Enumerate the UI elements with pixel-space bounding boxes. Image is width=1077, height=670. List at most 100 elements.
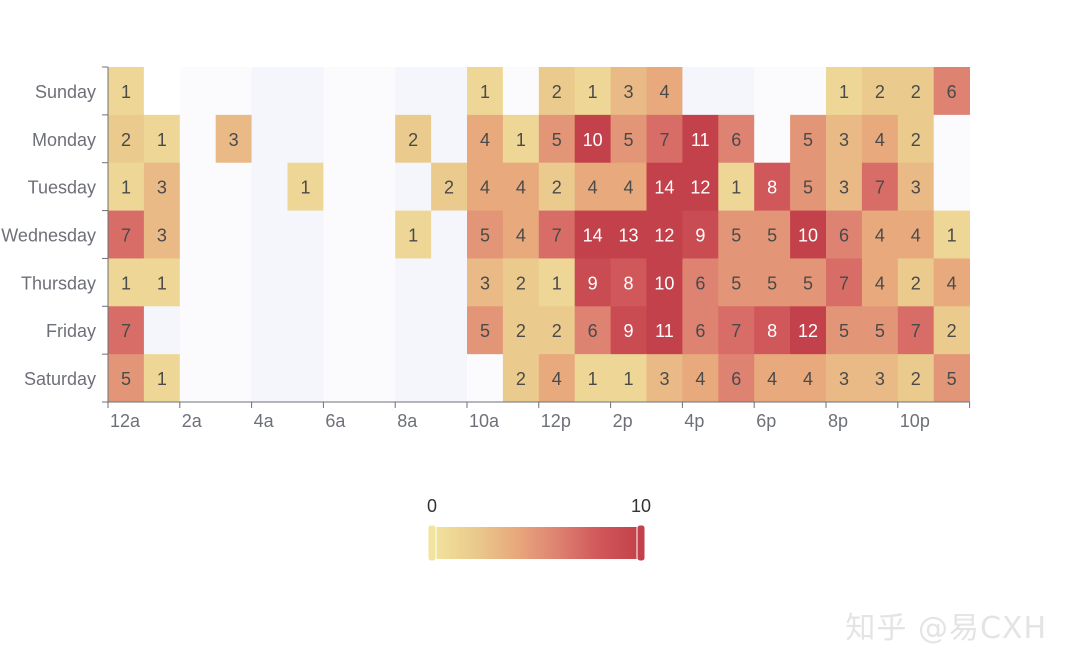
heatmap-cell[interactable] [287, 67, 324, 116]
heatmap-cell[interactable] [682, 258, 719, 307]
heatmap-cell[interactable] [790, 354, 827, 403]
heatmap-cell[interactable] [790, 114, 827, 164]
heatmap-cell[interactable] [897, 210, 935, 259]
heatmap-cell[interactable] [754, 162, 791, 211]
heatmap-cell[interactable] [826, 210, 863, 259]
heatmap-cell[interactable] [323, 258, 360, 307]
heatmap-cell[interactable] [682, 210, 719, 259]
heatmap-cell[interactable] [574, 162, 611, 211]
heatmap-cell[interactable] [718, 67, 755, 116]
heatmap-cell[interactable] [538, 67, 576, 116]
heatmap-cell[interactable] [574, 210, 611, 259]
heatmap-cell[interactable] [395, 258, 432, 307]
heatmap-cell[interactable] [323, 67, 360, 116]
heatmap-cell[interactable] [933, 162, 970, 211]
heatmap-cell[interactable] [610, 67, 647, 116]
heatmap-cell[interactable] [395, 306, 432, 355]
heatmap-cell[interactable] [502, 354, 540, 403]
visual-map-min-handle[interactable] [427, 524, 437, 562]
heatmap-cell[interactable] [718, 306, 755, 355]
heatmap-cell[interactable] [359, 114, 396, 164]
heatmap-cell[interactable] [108, 306, 145, 355]
heatmap-cell[interactable] [395, 67, 432, 116]
heatmap-cell[interactable] [502, 114, 540, 164]
heatmap-cell[interactable] [538, 258, 576, 307]
heatmap-cell[interactable] [179, 306, 217, 355]
heatmap-cell[interactable] [359, 210, 396, 259]
heatmap-cell[interactable] [323, 354, 360, 403]
heatmap-cell[interactable] [610, 210, 647, 259]
heatmap-cell[interactable] [108, 210, 145, 259]
heatmap-cell[interactable] [108, 67, 145, 116]
heatmap-cell[interactable] [610, 306, 647, 355]
heatmap-cell[interactable] [143, 306, 181, 355]
heatmap-cell[interactable] [646, 67, 683, 116]
heatmap-cell[interactable] [610, 258, 647, 307]
heatmap-cell[interactable] [502, 258, 540, 307]
heatmap-cell[interactable] [215, 306, 252, 355]
heatmap-cell[interactable] [826, 306, 863, 355]
heatmap-cell[interactable] [251, 210, 288, 259]
heatmap-cell[interactable] [467, 354, 504, 403]
heatmap-cell[interactable] [682, 306, 719, 355]
heatmap-cell[interactable] [646, 162, 683, 211]
heatmap-cell[interactable] [359, 306, 396, 355]
heatmap-cell[interactable] [933, 258, 970, 307]
heatmap-cell[interactable] [646, 210, 683, 259]
heatmap-cell[interactable] [108, 162, 145, 211]
heatmap-cell[interactable] [610, 354, 647, 403]
heatmap-cell[interactable] [467, 258, 504, 307]
heatmap-cell[interactable] [754, 258, 791, 307]
heatmap-cell[interactable] [754, 354, 791, 403]
heatmap-cell[interactable] [359, 162, 396, 211]
heatmap-cell[interactable] [395, 114, 432, 164]
heatmap-cell[interactable] [861, 114, 899, 164]
heatmap-cell[interactable] [826, 258, 863, 307]
heatmap-cell[interactable] [431, 306, 468, 355]
heatmap-cell[interactable] [323, 210, 360, 259]
visual-map-max-handle[interactable] [636, 524, 646, 562]
heatmap-cell[interactable] [395, 162, 432, 211]
heatmap-cell[interactable] [143, 354, 181, 403]
heatmap-cell[interactable] [574, 67, 611, 116]
heatmap-cell[interactable] [179, 354, 217, 403]
heatmap-cell[interactable] [826, 162, 863, 211]
heatmap-cell[interactable] [790, 210, 827, 259]
heatmap-cell[interactable] [179, 162, 217, 211]
heatmap-cell[interactable] [897, 162, 935, 211]
heatmap-cell[interactable] [502, 162, 540, 211]
heatmap-cell[interactable] [682, 114, 719, 164]
heatmap-cell[interactable] [179, 67, 217, 116]
heatmap-cell[interactable] [826, 114, 863, 164]
heatmap-cell[interactable] [610, 114, 647, 164]
heatmap-cell[interactable] [718, 162, 755, 211]
heatmap-cell[interactable] [933, 210, 970, 259]
heatmap-cell[interactable] [861, 67, 899, 116]
heatmap-cell[interactable] [826, 67, 863, 116]
heatmap-cell[interactable] [897, 258, 935, 307]
heatmap-cell[interactable] [718, 354, 755, 403]
heatmap-cell[interactable] [467, 67, 504, 116]
heatmap-cell[interactable] [251, 67, 288, 116]
heatmap-cell[interactable] [431, 67, 468, 116]
heatmap-cell[interactable] [323, 162, 360, 211]
heatmap-cell[interactable] [143, 67, 181, 116]
heatmap-cell[interactable] [287, 162, 324, 211]
heatmap-cell[interactable] [251, 306, 288, 355]
heatmap-cell[interactable] [682, 354, 719, 403]
heatmap-cell[interactable] [861, 306, 899, 355]
heatmap-cell[interactable] [431, 210, 468, 259]
heatmap-cell[interactable] [215, 114, 252, 164]
heatmap-cell[interactable] [790, 306, 827, 355]
heatmap-cell[interactable] [718, 114, 755, 164]
heatmap-cell[interactable] [538, 354, 576, 403]
heatmap-cell[interactable] [395, 210, 432, 259]
heatmap-cell[interactable] [682, 67, 719, 116]
heatmap-cell[interactable] [287, 306, 324, 355]
heatmap-cell[interactable] [646, 114, 683, 164]
heatmap-cell[interactable] [897, 114, 935, 164]
heatmap-cell[interactable] [574, 114, 611, 164]
heatmap-cell[interactable] [682, 162, 719, 211]
heatmap-cell[interactable] [933, 114, 970, 164]
heatmap-cell[interactable] [143, 162, 181, 211]
